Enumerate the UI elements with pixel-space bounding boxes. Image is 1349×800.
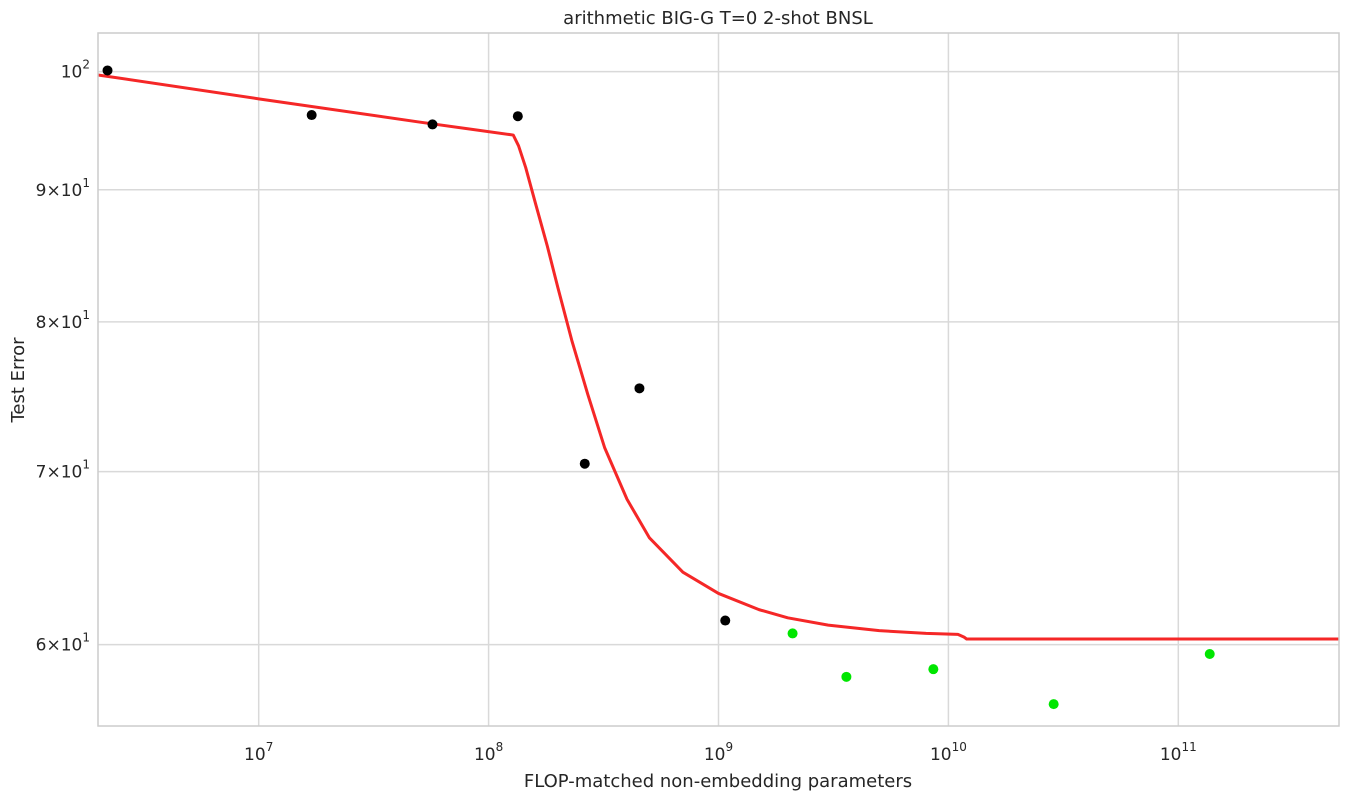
train-point	[102, 65, 113, 76]
grid	[98, 33, 1339, 726]
train-point	[306, 110, 317, 121]
plot-frame	[97, 32, 1340, 727]
x-tick-label: 109	[704, 740, 733, 765]
chart-title: arithmetic BIG-G T=0 2-shot BNSL	[563, 8, 873, 29]
train-point	[720, 615, 731, 626]
train-point	[634, 383, 645, 394]
test-point	[841, 671, 852, 682]
y-tick-label: 6×101	[36, 631, 90, 656]
train-point	[512, 111, 523, 122]
x-tick-label: 107	[244, 740, 273, 765]
test-point	[928, 664, 939, 675]
test-point	[1048, 699, 1059, 710]
data-points	[102, 65, 1215, 710]
fit-line-layer	[97, 73, 1339, 641]
y-tick-label: 8×101	[36, 308, 90, 333]
train-point	[579, 458, 590, 469]
x-tick-label: 108	[474, 740, 503, 765]
x-tick-label: 1010	[930, 740, 967, 765]
fit-line	[97, 73, 1339, 641]
y-axis-label: Test Error	[8, 337, 29, 424]
x-tick-labels: 107 108 109 1010 1011	[244, 740, 1197, 765]
y-tick-labels: 6×101 7×101 8×101 9×101 102	[36, 58, 90, 656]
y-tick-label: 9×101	[36, 176, 90, 201]
y-tick-label: 7×101	[36, 458, 90, 483]
x-axis-label: FLOP-matched non-embedding parameters	[524, 771, 912, 792]
test-point	[1204, 648, 1215, 659]
train-point	[427, 119, 438, 130]
x-tick-label: 1011	[1160, 740, 1197, 765]
test-point	[787, 628, 798, 639]
y-tick-label: 102	[61, 58, 90, 83]
